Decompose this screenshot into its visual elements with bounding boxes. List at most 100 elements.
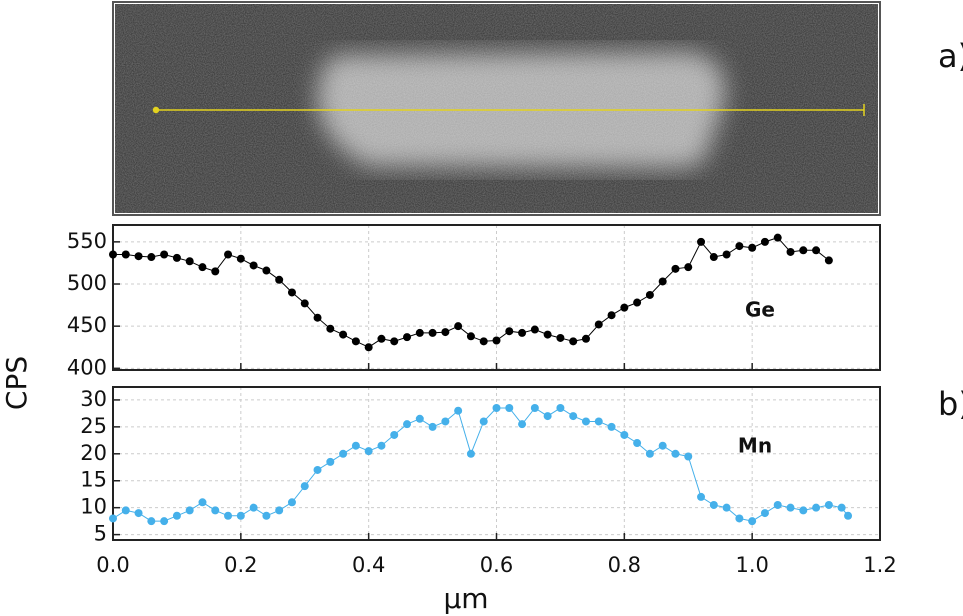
y-tick-label: 5 xyxy=(94,522,107,546)
data-point xyxy=(581,417,590,426)
data-point xyxy=(492,336,501,345)
data-point xyxy=(339,449,348,458)
data-point xyxy=(249,261,258,270)
data-point xyxy=(121,506,130,515)
data-point xyxy=(211,267,220,276)
y-tick-label: 10 xyxy=(80,495,107,519)
series-line xyxy=(113,237,830,348)
data-point xyxy=(351,441,360,450)
data-point xyxy=(300,482,309,491)
data-point xyxy=(134,509,143,518)
series-label: Mn xyxy=(738,434,772,458)
data-point xyxy=(709,500,718,509)
data-point xyxy=(735,242,744,251)
data-point xyxy=(760,509,769,518)
data-point xyxy=(594,417,603,426)
data-point xyxy=(441,417,450,426)
data-point xyxy=(160,250,169,259)
data-point xyxy=(824,500,833,509)
y-tick-label: 450 xyxy=(67,313,107,337)
data-point xyxy=(684,452,693,461)
data-point xyxy=(556,404,565,413)
data-point xyxy=(160,517,169,526)
data-point xyxy=(607,422,616,431)
x-tick-label: 1.0 xyxy=(735,553,768,577)
data-point xyxy=(441,328,450,337)
data-point xyxy=(466,332,475,341)
data-point xyxy=(275,506,284,515)
scan-line xyxy=(152,104,865,116)
series-label: Ge xyxy=(745,298,775,322)
data-point xyxy=(492,404,501,413)
data-point xyxy=(351,337,360,346)
data-point xyxy=(530,404,539,413)
data-point xyxy=(262,511,271,520)
data-point xyxy=(773,500,782,509)
data-point xyxy=(390,337,399,346)
data-point xyxy=(645,449,654,458)
data-point xyxy=(799,506,808,515)
data-point xyxy=(185,506,194,515)
panel-label: b) xyxy=(938,385,963,423)
data-point xyxy=(390,430,399,439)
y-tick-label: 400 xyxy=(67,355,107,379)
data-point xyxy=(454,406,463,415)
y-axis-label: CPS xyxy=(0,356,33,410)
data-point xyxy=(377,334,386,343)
x-tick-label: 0.8 xyxy=(608,553,641,577)
data-point xyxy=(748,517,757,526)
data-point xyxy=(454,322,463,331)
data-point xyxy=(518,420,527,429)
data-point xyxy=(364,343,373,352)
data-point xyxy=(428,422,437,431)
data-point xyxy=(684,263,693,272)
data-point xyxy=(236,511,245,520)
panel-label: a) xyxy=(938,37,963,75)
data-point xyxy=(837,503,846,512)
data-point xyxy=(620,430,629,439)
data-point xyxy=(403,333,412,342)
data-point xyxy=(172,511,181,520)
data-point xyxy=(658,277,667,286)
data-point xyxy=(844,511,853,520)
data-point xyxy=(671,449,680,458)
data-point xyxy=(185,257,194,266)
data-point xyxy=(722,503,731,512)
data-point xyxy=(824,256,833,265)
y-tick-label: 550 xyxy=(67,229,107,253)
data-point xyxy=(671,264,680,273)
y-tick-label: 15 xyxy=(80,468,107,492)
data-point xyxy=(799,246,808,255)
data-point xyxy=(326,324,335,333)
data-point xyxy=(287,288,296,297)
data-point xyxy=(581,334,590,343)
data-point xyxy=(479,417,488,426)
data-point xyxy=(121,250,130,259)
data-point xyxy=(275,275,284,284)
data-point xyxy=(633,298,642,307)
data-point xyxy=(415,414,424,423)
data-point xyxy=(262,266,271,275)
data-point xyxy=(735,514,744,523)
data-point xyxy=(313,313,322,322)
data-point xyxy=(147,517,156,526)
data-point xyxy=(287,498,296,507)
x-tick-label: 0.2 xyxy=(224,553,257,577)
plot-frame xyxy=(112,386,881,541)
data-point xyxy=(645,290,654,299)
data-point xyxy=(172,253,181,262)
data-point xyxy=(211,506,220,515)
data-point xyxy=(147,253,156,262)
data-point xyxy=(377,441,386,450)
data-point xyxy=(812,503,821,512)
data-point xyxy=(569,337,578,346)
data-point xyxy=(722,250,731,259)
data-point xyxy=(313,465,322,474)
data-point xyxy=(556,333,565,342)
data-point xyxy=(607,311,616,320)
data-point xyxy=(505,327,514,336)
x-tick-label: 1.2 xyxy=(863,553,896,577)
data-point xyxy=(812,246,821,255)
data-point xyxy=(786,503,795,512)
data-point xyxy=(709,253,718,262)
